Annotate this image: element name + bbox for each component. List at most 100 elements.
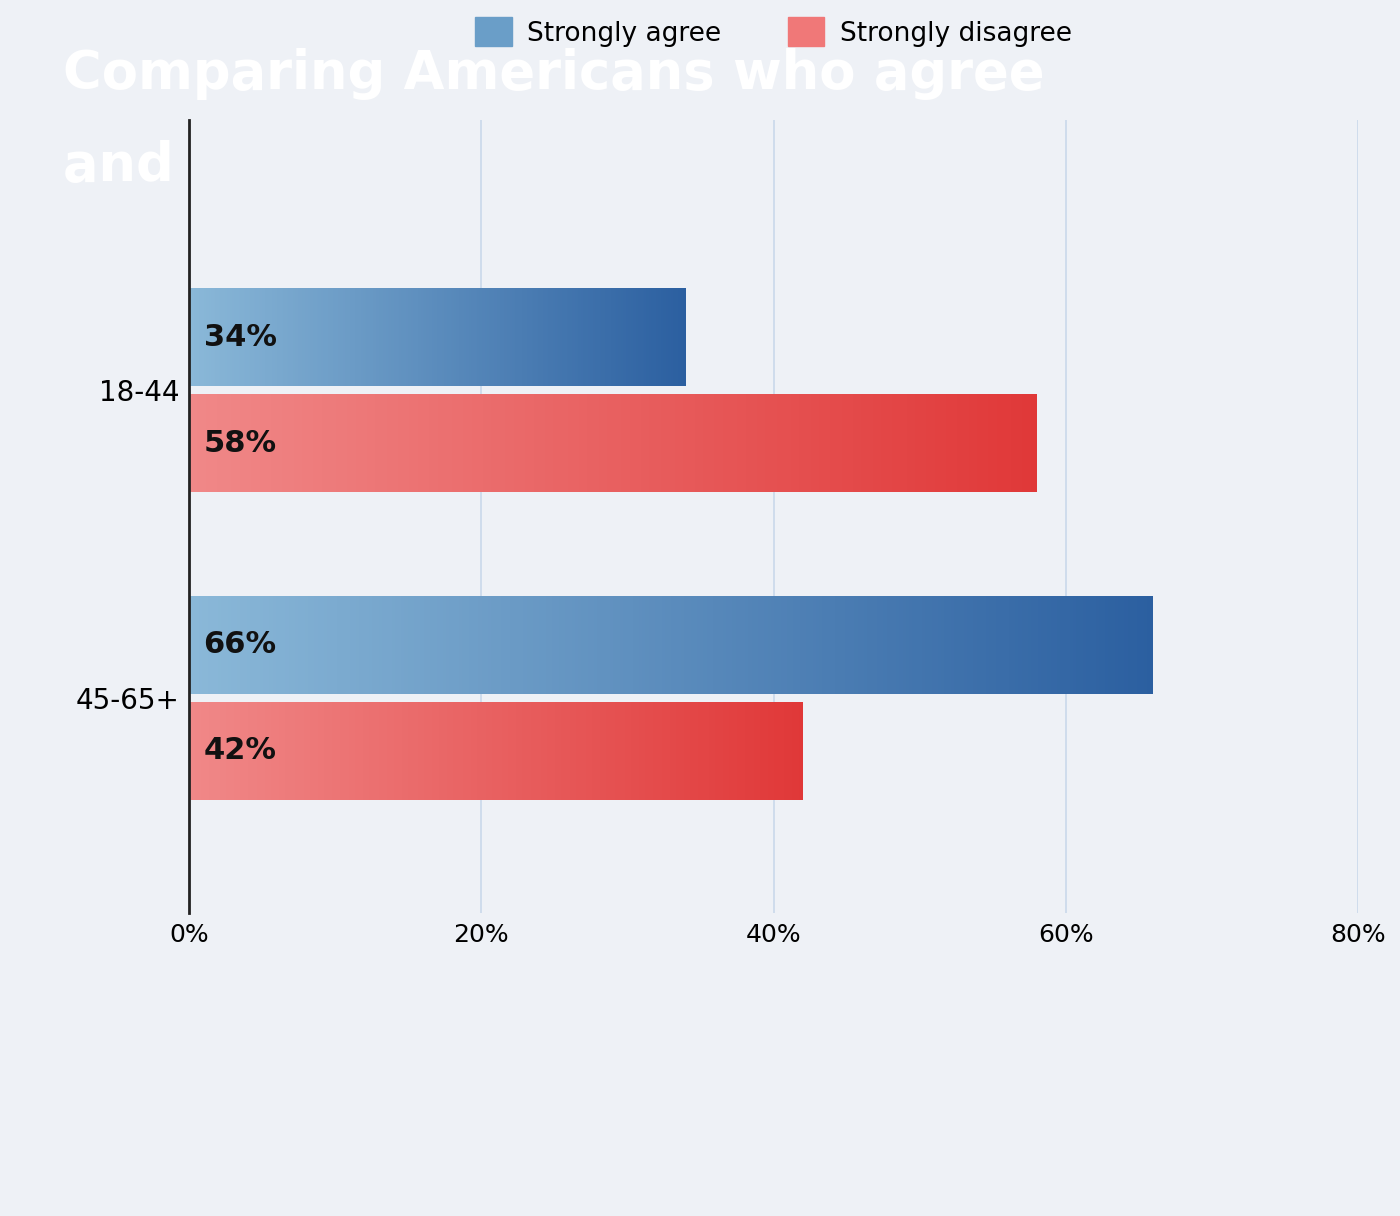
Bar: [813, 394, 816, 492]
Bar: [309, 702, 312, 800]
Bar: [281, 288, 283, 387]
Bar: [472, 288, 473, 387]
Bar: [377, 288, 378, 387]
Bar: [664, 288, 666, 387]
Bar: [609, 702, 610, 800]
Bar: [549, 702, 552, 800]
Bar: [760, 394, 763, 492]
Bar: [893, 596, 896, 694]
Bar: [468, 702, 469, 800]
Bar: [588, 288, 589, 387]
Bar: [711, 702, 713, 800]
Bar: [875, 394, 878, 492]
Bar: [1009, 596, 1012, 694]
Bar: [771, 702, 774, 800]
Bar: [822, 596, 826, 694]
Bar: [511, 596, 514, 694]
Bar: [668, 596, 671, 694]
Bar: [647, 702, 650, 800]
Bar: [757, 394, 760, 492]
Bar: [767, 596, 771, 694]
Bar: [788, 394, 791, 492]
Bar: [498, 702, 500, 800]
Bar: [414, 288, 416, 387]
Bar: [308, 288, 309, 387]
Bar: [508, 702, 510, 800]
Bar: [214, 288, 216, 387]
Bar: [417, 288, 419, 387]
Bar: [745, 702, 748, 800]
Bar: [651, 288, 652, 387]
Bar: [676, 288, 678, 387]
Bar: [1015, 596, 1018, 694]
Bar: [441, 394, 444, 492]
Bar: [494, 702, 496, 800]
Bar: [997, 394, 1000, 492]
Bar: [762, 596, 764, 694]
Bar: [668, 288, 669, 387]
Bar: [283, 288, 286, 387]
Bar: [1070, 596, 1072, 694]
Bar: [771, 596, 774, 694]
Bar: [241, 702, 242, 800]
Bar: [211, 596, 214, 694]
Bar: [683, 288, 685, 387]
Bar: [427, 596, 430, 694]
Bar: [573, 288, 575, 387]
Bar: [479, 596, 482, 694]
Bar: [476, 288, 477, 387]
Bar: [1067, 596, 1070, 694]
Bar: [539, 596, 543, 694]
Bar: [300, 288, 301, 387]
Bar: [206, 702, 207, 800]
Bar: [539, 394, 542, 492]
Bar: [543, 288, 545, 387]
Bar: [692, 702, 694, 800]
Bar: [700, 702, 703, 800]
Bar: [349, 288, 350, 387]
Bar: [526, 288, 528, 387]
Bar: [738, 702, 739, 800]
Bar: [274, 702, 277, 800]
Bar: [855, 394, 858, 492]
Bar: [323, 596, 328, 694]
Bar: [563, 288, 566, 387]
Bar: [472, 702, 473, 800]
Bar: [697, 394, 700, 492]
Bar: [1131, 596, 1134, 694]
Bar: [1082, 596, 1086, 694]
Bar: [797, 702, 798, 800]
Bar: [736, 394, 739, 492]
Bar: [332, 702, 335, 800]
Bar: [578, 596, 581, 694]
Bar: [531, 288, 532, 387]
Bar: [458, 394, 461, 492]
Bar: [666, 288, 668, 387]
Bar: [892, 394, 895, 492]
Bar: [374, 288, 377, 387]
Bar: [475, 394, 477, 492]
Bar: [553, 288, 554, 387]
Bar: [267, 702, 269, 800]
Bar: [494, 288, 496, 387]
Bar: [769, 702, 770, 800]
Bar: [351, 288, 353, 387]
Bar: [924, 394, 927, 492]
Bar: [344, 288, 346, 387]
Bar: [403, 702, 406, 800]
Bar: [861, 596, 864, 694]
Bar: [745, 596, 749, 694]
Bar: [260, 702, 263, 800]
Bar: [778, 702, 780, 800]
Bar: [972, 394, 974, 492]
Bar: [490, 702, 491, 800]
Bar: [500, 288, 503, 387]
Bar: [437, 288, 440, 387]
Bar: [199, 596, 202, 694]
Bar: [490, 288, 491, 387]
Bar: [423, 394, 427, 492]
Bar: [347, 596, 350, 694]
Bar: [245, 288, 246, 387]
Bar: [283, 596, 286, 694]
Bar: [385, 288, 386, 387]
